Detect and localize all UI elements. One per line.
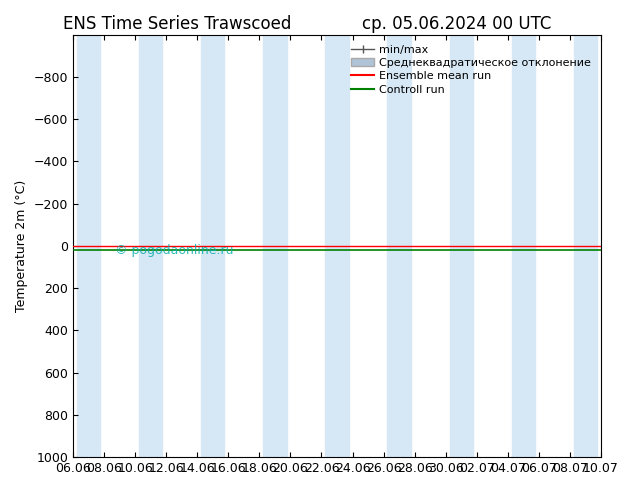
Text: ENS Time Series Trawscoed: ENS Time Series Trawscoed bbox=[63, 15, 292, 33]
Bar bbox=[263, 35, 287, 457]
Bar bbox=[574, 35, 597, 457]
Bar bbox=[512, 35, 535, 457]
Text: © pogodaonline.ru: © pogodaonline.ru bbox=[115, 244, 234, 257]
Bar bbox=[77, 35, 100, 457]
Bar bbox=[139, 35, 162, 457]
Y-axis label: Temperature 2m (°C): Temperature 2m (°C) bbox=[15, 180, 28, 312]
Legend: min/max, Среднеквадратическое отклонение, Ensemble mean run, Controll run: min/max, Среднеквадратическое отклонение… bbox=[347, 40, 595, 99]
Bar bbox=[450, 35, 473, 457]
Text: ср. 05.06.2024 00 UTC: ср. 05.06.2024 00 UTC bbox=[362, 15, 551, 33]
Bar bbox=[387, 35, 411, 457]
Bar bbox=[201, 35, 224, 457]
Bar bbox=[325, 35, 349, 457]
